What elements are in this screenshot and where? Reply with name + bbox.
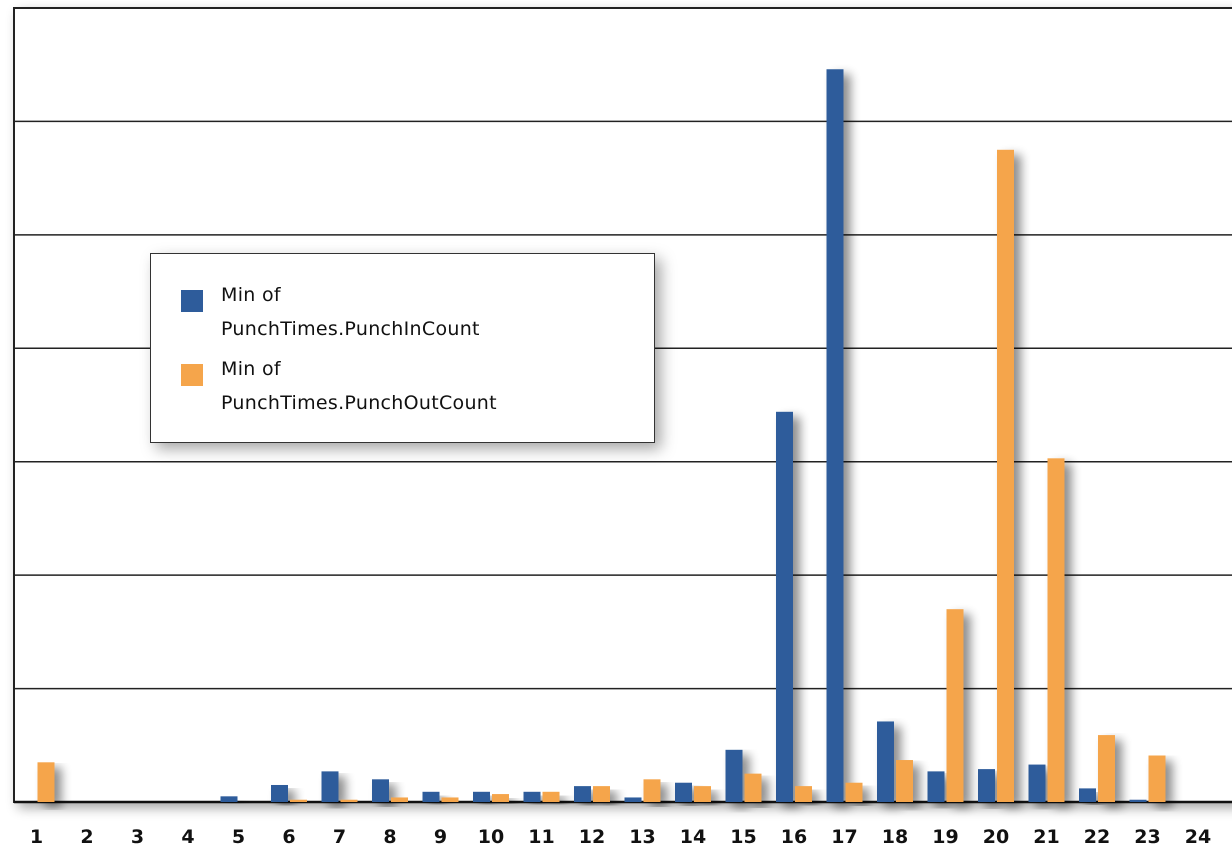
bar-punch-in-20 <box>978 769 995 802</box>
x-tick-label: 17 <box>831 826 857 848</box>
x-tick-label: 12 <box>579 826 605 848</box>
legend-label-punch-in: Min of PunchTimes.PunchInCount <box>221 284 480 340</box>
bar-punch-in-22 <box>1079 788 1096 802</box>
bar-punch-in-14 <box>675 782 692 802</box>
bar-punch-in-18 <box>877 721 894 802</box>
bar-punch-out-14 <box>694 786 711 802</box>
legend-item-punch-in: Min of PunchTimes.PunchInCount <box>181 278 480 346</box>
bar-punch-out-18 <box>896 760 913 802</box>
bar-punch-out-7 <box>340 799 358 802</box>
x-tick-label: 16 <box>781 826 807 848</box>
bar-punch-out-23 <box>1148 755 1166 802</box>
legend-swatch-punch-out <box>181 364 203 386</box>
bar-punch-in-21 <box>1028 764 1046 802</box>
bar-punch-in-10 <box>473 791 490 802</box>
bar-punch-out-16 <box>795 786 812 802</box>
x-tick-label: 6 <box>282 826 295 848</box>
bar-punch-out-8 <box>391 797 408 802</box>
x-tick-label: 1 <box>30 826 43 848</box>
x-tick-label: 22 <box>1084 826 1110 848</box>
x-tick-label: 5 <box>232 826 245 848</box>
bar-punch-out-12 <box>593 786 610 802</box>
legend-label-punch-out: Min of PunchTimes.PunchOutCount <box>221 358 497 414</box>
bar-punch-in-6 <box>271 784 288 802</box>
x-tick-label: 14 <box>680 826 706 848</box>
bar-punch-out-15 <box>744 773 762 802</box>
bar-punch-in-13 <box>624 797 642 802</box>
bar-punch-in-17 <box>826 69 844 803</box>
x-tick-label: 8 <box>383 826 396 848</box>
bar-punch-in-16 <box>776 411 793 802</box>
bar-punch-in-11 <box>523 791 541 802</box>
legend: Min of PunchTimes.PunchInCount Min of Pu… <box>150 253 655 443</box>
bar-punch-in-5 <box>220 796 238 802</box>
bar-punch-out-10 <box>492 794 509 802</box>
bar-punch-out-6 <box>290 799 307 802</box>
x-tick-label: 21 <box>1033 826 1059 848</box>
bar-punch-in-9 <box>422 791 440 802</box>
x-tick-label: 3 <box>131 826 144 848</box>
x-tick-label: 24 <box>1185 826 1211 848</box>
x-tick-label: 15 <box>730 826 756 848</box>
bar-punch-in-7 <box>321 771 339 802</box>
x-tick-label: 2 <box>80 826 93 848</box>
x-tick-label: 19 <box>932 826 958 848</box>
bar-punch-out-19 <box>946 609 964 802</box>
x-tick-label: 18 <box>882 826 908 848</box>
bar-punch-out-22 <box>1098 735 1115 802</box>
legend-swatch-punch-in <box>181 290 203 312</box>
x-tick-label: 20 <box>983 826 1009 848</box>
bar-punch-in-19 <box>927 771 945 802</box>
x-tick-labels: 1 2 3 4 5 6 7 8 9 10 11 12 13 14 15 16 17 18 19 20 21 22 23 24 <box>30 826 1211 848</box>
x-tick-label: 11 <box>528 826 554 848</box>
bar-punch-out-1 <box>37 762 55 802</box>
bar-punch-in-23 <box>1129 799 1147 802</box>
bar-punch-out-20 <box>997 149 1014 803</box>
legend-item-punch-out: Min of PunchTimes.PunchOutCount <box>181 352 497 420</box>
gridlines <box>14 120 1232 804</box>
x-tick-label: 9 <box>434 826 447 848</box>
bar-punch-in-12 <box>574 786 591 802</box>
x-tick-label: 13 <box>629 826 655 848</box>
bar-punch-out-21 <box>1047 458 1065 802</box>
bar-punch-out-13 <box>643 779 661 802</box>
x-tick-label: 10 <box>478 826 504 848</box>
x-tick-label: 7 <box>333 826 346 848</box>
bar-punch-in-8 <box>372 779 389 802</box>
bar-punch-out-11 <box>542 791 560 802</box>
bar-punch-in-15 <box>725 749 743 802</box>
bar-punch-out-9 <box>441 797 459 802</box>
x-tick-label: 23 <box>1134 826 1160 848</box>
x-tick-label: 4 <box>181 826 194 848</box>
bars <box>37 69 1166 803</box>
bar-punch-out-17 <box>845 782 863 802</box>
